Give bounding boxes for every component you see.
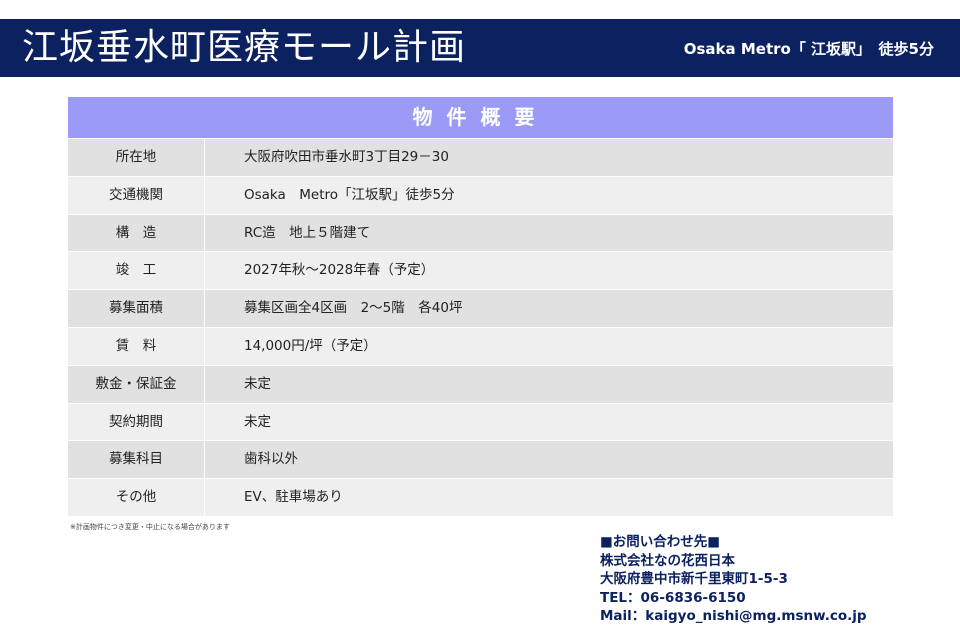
row-label: 構 造 (68, 214, 205, 252)
row-value: 14,000円/坪（予定） (244, 337, 377, 354)
table-row: 所在地 大阪府吹田市垂水町3丁目29－30 (68, 138, 893, 176)
row-label: その他 (68, 479, 205, 516)
row-label: 募集面積 (68, 290, 205, 327)
table-row: その他 EV、駐車場あり (68, 478, 893, 516)
phone-number: TEL：06-6836-6150 (600, 589, 746, 606)
email-address[interactable]: Mail：kaigyo_nishi@mg.msnw.co.jp (600, 608, 867, 624)
table-row: 構 造 RC造 地上５階建て (68, 213, 893, 252)
row-value: 募集区画全4区画 2～5階 各40坪 (244, 300, 463, 317)
row-label: 交通機関 (68, 176, 205, 214)
access-info: Osaka Metro「 江坂駅」 徒歩5分 (683, 40, 934, 58)
row-value: 大阪府吹田市垂水町3丁目29－30 (244, 149, 449, 165)
row-value: RC造 地上５階建て (244, 224, 371, 241)
row-value: Osaka Metro「江坂駅」徒歩5分 (244, 186, 455, 203)
company-name: 株式会社なの花西日本 (600, 552, 735, 569)
row-value: 2027年秋～2028年春（予定） (244, 262, 435, 279)
row-value: 歯科以外 (244, 451, 298, 468)
row-value: 未定 (244, 413, 271, 430)
header-band: 江坂垂水町医療モール計画 Osaka Metro「 江坂駅」 徒歩5分 (0, 19, 960, 77)
property-summary-table: 物件概要 所在地 大阪府吹田市垂水町3丁目29－30 交通機関 Osaka Metro… (68, 97, 893, 516)
row-label: 敷金・保証金 (68, 365, 205, 403)
table-heading: 物件概要 (68, 97, 893, 138)
table-row: 契約期間 未定 (68, 402, 893, 441)
table-row: 募集科目 歯科以外 (68, 440, 893, 479)
row-label: 所在地 (68, 139, 205, 176)
contact-info: ■お問い合わせ先■ 株式会社なの花西日本 大阪府豊中市新千里東町1-5-3 TE… (600, 533, 867, 626)
row-value: 未定 (244, 375, 271, 392)
table-row: 敷金・保証金 未定 (68, 364, 893, 403)
row-label: 募集科目 (68, 441, 205, 479)
row-label: 竣 工 (68, 252, 205, 290)
row-label: 契約期間 (68, 403, 205, 441)
row-label: 賃 料 (68, 327, 205, 365)
table-row: 募集面積 募集区画全4区画 2～5階 各40坪 (68, 289, 893, 327)
table-row: 賃 料 14,000円/坪（予定） (68, 326, 893, 365)
disclaimer-note: ※計画物件につき変更・中止になる場合があります (70, 523, 230, 531)
page-title: 江坂垂水町医療モール計画 (22, 27, 467, 68)
company-address: 大阪府豊中市新千里東町1-5-3 (600, 571, 788, 587)
table-row: 竣 工 2027年秋～2028年春（予定） (68, 251, 893, 290)
row-value: EV、駐車場あり (244, 489, 343, 506)
table-row: 交通機関 Osaka Metro「江坂駅」徒歩5分 (68, 175, 893, 214)
contact-heading: ■お問い合わせ先■ (600, 534, 721, 550)
